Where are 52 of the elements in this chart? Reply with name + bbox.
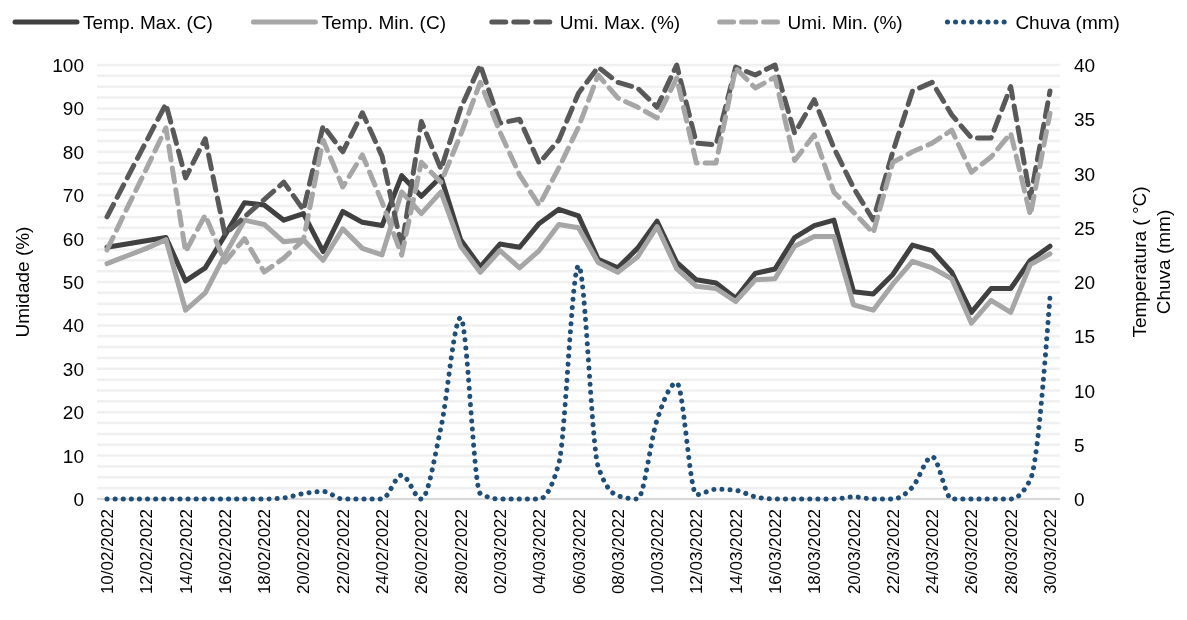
y-tick-label: 10: [62, 445, 84, 467]
y-tick-label: 100: [52, 55, 84, 76]
y2-tick-label: 20: [1074, 272, 1096, 293]
x-tick-label: 08/03/2022: [608, 509, 628, 595]
x-tick-label: 10/02/2022: [98, 509, 117, 595]
x-tick-label: 02/03/2022: [490, 509, 510, 595]
x-tick-label: 14/02/2022: [176, 509, 196, 595]
legend-label: Umi. Min. (%): [787, 12, 903, 33]
x-tick-label: 26/02/2022: [412, 509, 432, 595]
x-tick-label: 24/03/2022: [923, 509, 943, 595]
x-tick-label: 18/03/2022: [805, 509, 825, 595]
y-tick-label: 20: [62, 402, 84, 424]
x-tick-label: 12/02/2022: [137, 509, 157, 595]
y2-tick-label: 35: [1074, 109, 1096, 131]
x-tick-label: 24/02/2022: [373, 509, 393, 595]
y2-axis-title: Temperatura ( °C) Chuva (mm): [1129, 186, 1174, 338]
x-tick-label: 16/03/2022: [765, 509, 785, 595]
x-tick-label: 30/03/2022: [1041, 509, 1060, 595]
y-tick-label: 0: [73, 489, 84, 510]
x-tick-label: 26/03/2022: [962, 509, 982, 595]
legend-label: Temp. Max. (C): [83, 12, 213, 33]
legend-label: Temp. Min. (C): [321, 12, 446, 33]
x-tick-label: 06/03/2022: [569, 509, 589, 595]
x-tick-label: 12/03/2022: [687, 509, 707, 595]
x-tick-label: 20/02/2022: [294, 509, 314, 595]
y2-tick-label: 5: [1074, 434, 1085, 456]
y2-tick-label: 15: [1074, 326, 1096, 348]
y2-tick-label: 25: [1074, 217, 1096, 239]
y2-tick-label: 30: [1074, 163, 1096, 185]
x-tick-label: 22/02/2022: [333, 509, 353, 595]
x-tick-label: 28/03/2022: [1001, 509, 1021, 595]
y-tick-label: 30: [62, 358, 84, 380]
y2-tick-label: 40: [1074, 55, 1096, 76]
x-tick-label: 20/03/2022: [844, 509, 864, 595]
legend-label: Chuva (mm): [1015, 12, 1120, 33]
x-tick-label: 16/02/2022: [215, 509, 235, 595]
y-tick-label: 50: [62, 272, 84, 293]
x-tick-label: 10/03/2022: [648, 509, 668, 595]
y-tick-label: 80: [62, 141, 84, 163]
y-tick-label: 60: [62, 228, 84, 250]
x-tick-label: 28/02/2022: [451, 509, 471, 595]
y-tick-label: 40: [62, 315, 84, 337]
y2-tick-label: 10: [1074, 380, 1096, 402]
x-tick-label: 14/03/2022: [726, 509, 746, 595]
x-tick-label: 22/03/2022: [883, 509, 903, 595]
legend-label: Umi. Max. (%): [559, 12, 681, 33]
y2-tick-label: 0: [1074, 489, 1085, 510]
y-tick-label: 90: [62, 98, 84, 120]
x-tick-label: 18/02/2022: [255, 509, 275, 595]
x-tick-label: 04/03/2022: [530, 509, 550, 595]
y-tick-label: 70: [62, 185, 84, 207]
y-axis-title: Umidade (%): [12, 226, 33, 338]
